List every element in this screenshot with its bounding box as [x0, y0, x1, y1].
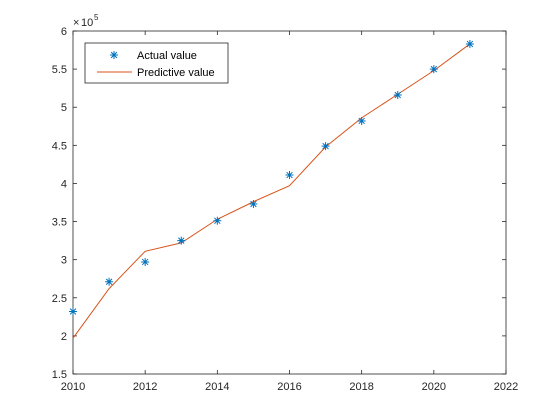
y-axis-multiplier: × 10 5 — [73, 13, 99, 29]
data-point-actual — [393, 91, 402, 100]
x-tick-label: 2022 — [494, 381, 518, 393]
multiplier-exponent: 5 — [94, 13, 99, 22]
x-tick-label: 2016 — [277, 381, 301, 393]
legend-label-predictive: Predictive value — [137, 67, 215, 79]
data-point-actual — [177, 236, 186, 245]
x-tick-label: 2020 — [422, 381, 446, 393]
x-tick-label: 2014 — [205, 381, 229, 393]
legend-marker-actual — [110, 51, 118, 59]
data-point-actual — [465, 39, 474, 48]
y-tick-label: 5 — [61, 102, 67, 114]
x-axis: 2010 2012 2014 2016 2018 2020 2022 — [61, 31, 518, 393]
y-tick-label: 5.5 — [52, 64, 67, 76]
x-tick-label: 2012 — [133, 381, 157, 393]
data-point-actual — [213, 216, 222, 225]
y-tick-label: 3.5 — [52, 217, 67, 229]
data-point-actual — [105, 277, 114, 286]
data-point-actual — [249, 200, 258, 209]
data-point-actual — [321, 142, 330, 151]
y-tick-label: 4.5 — [52, 140, 67, 152]
data-point-actual — [357, 116, 366, 125]
x-tick-label: 2010 — [61, 381, 85, 393]
legend: Actual value Predictive value — [84, 42, 229, 84]
series-line-predictive — [72, 43, 471, 339]
data-point-actual — [69, 307, 77, 316]
y-tick-label: 2 — [61, 331, 67, 343]
y-tick-label: 3 — [61, 255, 67, 267]
y-tick-label: 1.5 — [52, 369, 67, 381]
legend-box — [84, 42, 229, 84]
y-tick-label: 6 — [61, 26, 67, 38]
data-point-actual — [141, 257, 150, 266]
multiplier-times: × — [73, 17, 79, 29]
multiplier-base: 10 — [81, 17, 93, 29]
series-group — [69, 39, 474, 339]
legend-label-actual: Actual value — [137, 50, 197, 62]
plot-area — [72, 30, 507, 375]
y-tick-label: 2.5 — [52, 293, 67, 305]
y-tick-label: 4 — [61, 178, 67, 190]
data-point-actual — [285, 171, 294, 180]
data-point-actual — [429, 65, 438, 74]
legend-asterisk — [110, 51, 118, 59]
y-axis: 1.5 2 2.5 3 3.5 4 4.5 5 5.5 6 — [52, 26, 506, 381]
x-tick-label: 2018 — [349, 381, 373, 393]
